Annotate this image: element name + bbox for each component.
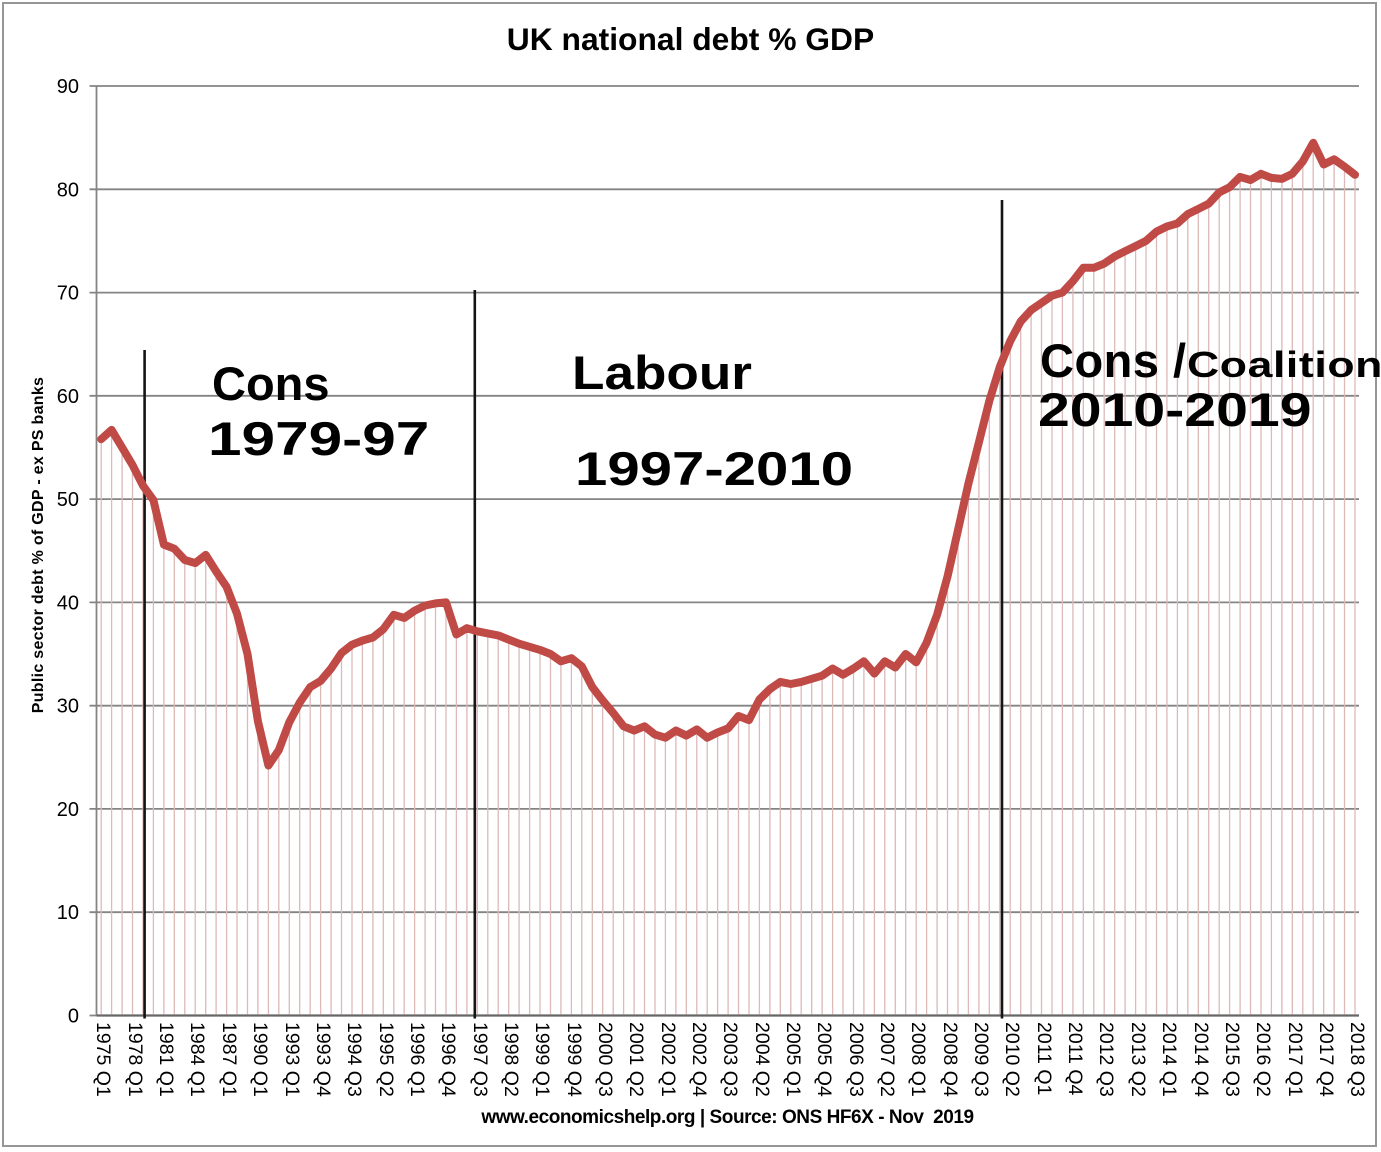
- svg-text:0: 0: [68, 1006, 79, 1028]
- svg-text:80: 80: [57, 179, 79, 201]
- svg-text:20: 20: [57, 799, 79, 821]
- svg-text:40: 40: [57, 592, 79, 614]
- svg-text:50: 50: [57, 489, 79, 511]
- svg-text:30: 30: [57, 696, 79, 718]
- svg-text:10: 10: [57, 902, 79, 924]
- svg-text:90: 90: [57, 76, 79, 98]
- svg-text:60: 60: [57, 386, 79, 408]
- svg-text:70: 70: [57, 283, 79, 305]
